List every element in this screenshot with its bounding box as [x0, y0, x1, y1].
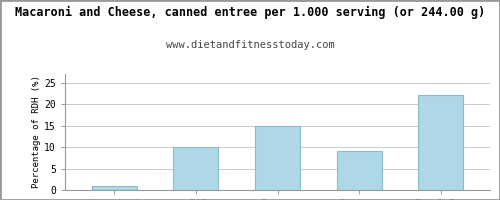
Bar — [92, 186, 136, 190]
Text: Macaroni and Cheese, canned entree per 1.000 serving (or 244.00 g): Macaroni and Cheese, canned entree per 1… — [15, 6, 485, 19]
Text: www.dietandfitnesstoday.com: www.dietandfitnesstoday.com — [166, 40, 334, 50]
Bar — [418, 95, 464, 190]
Bar — [337, 151, 382, 190]
Bar — [174, 147, 218, 190]
Bar — [255, 126, 300, 190]
Y-axis label: Percentage of RDH (%): Percentage of RDH (%) — [32, 76, 42, 188]
